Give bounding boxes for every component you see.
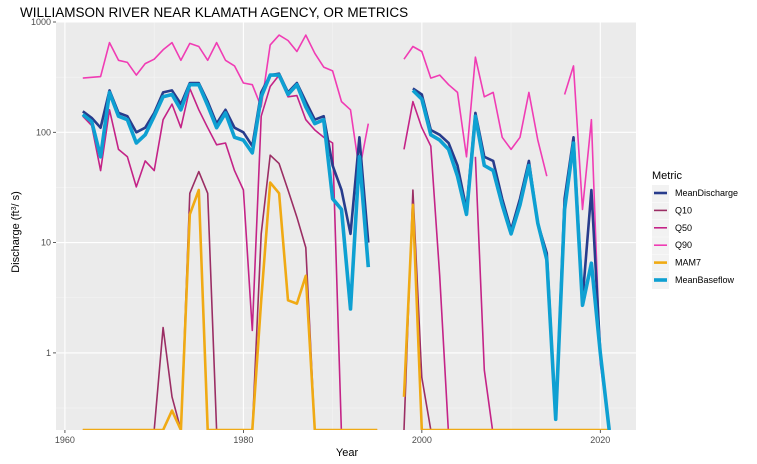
legend: Metric MeanDischarge Q10 Q50 Q90 MAM7 MeanBas…	[652, 170, 738, 289]
series-layer	[81, 34, 611, 430]
y-tick-label: 10	[41, 238, 51, 248]
x-tick-label: 1980	[233, 435, 253, 445]
x-tick-label: 2000	[412, 435, 432, 445]
legend-item-q90: Q90	[652, 237, 692, 255]
y-tick-label: 1000	[31, 17, 51, 27]
legend-label: Q90	[675, 240, 692, 250]
x-axis: 1960 1980 2000 2020	[55, 430, 610, 445]
x-tick-label: 1960	[55, 435, 75, 445]
y-axis-title-superscript: 3	[11, 206, 18, 210]
plot-panel	[56, 22, 636, 430]
y-axis-title: Discharge (ft3/ s)	[10, 191, 22, 273]
chart-title: WILLIAMSON RIVER NEAR KLAMATH AGENCY, OR…	[20, 5, 408, 20]
legend-item-q50: Q50	[652, 219, 692, 237]
grid-minor	[56, 22, 636, 430]
legend-item-meandischarge: MeanDischarge	[652, 185, 738, 202]
y-tick-label: 100	[36, 127, 51, 137]
x-axis-title: Year	[336, 447, 359, 459]
y-tick-label: 1	[46, 348, 51, 358]
legend-label: MeanBaseflow	[675, 275, 735, 285]
y-axis: 1 10 100 1000	[31, 17, 56, 358]
legend-title: Metric	[652, 170, 682, 182]
x-tick-label: 2020	[590, 435, 610, 445]
y-axis-title-base: Discharge (ft	[10, 210, 22, 272]
legend-label: MeanDischarge	[675, 188, 738, 198]
legend-item-mam7: MAM7	[652, 254, 701, 272]
series-line-meanbaseflow	[81, 73, 611, 430]
legend-item-q10: Q10	[652, 202, 692, 220]
series-line-q50	[82, 74, 494, 430]
legend-label: Q50	[675, 223, 692, 233]
y-axis-title-tail: / s)	[10, 191, 22, 206]
legend-label: MAM7	[675, 258, 701, 268]
legend-label: Q10	[675, 205, 692, 215]
legend-item-meanbaseflow: MeanBaseflow	[652, 272, 735, 289]
